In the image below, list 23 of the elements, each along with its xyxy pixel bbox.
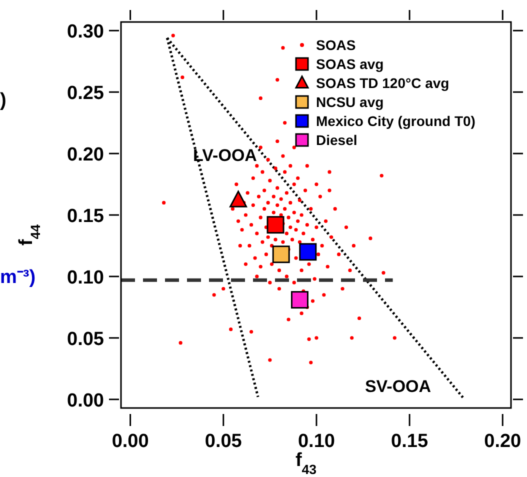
y-tick-label: 0.30 [67,22,104,43]
legend-label: SOAS avg [316,56,384,72]
x-tick-label: 0.05 [204,431,242,452]
y-tick-label: 0.25 [67,83,104,104]
x-tick-label: 0.00 [112,431,149,452]
annotation: SV-OOA [364,377,432,396]
annotation: LV-OOA [193,146,257,165]
x-tick-label: 0.20 [484,431,522,452]
legend-label: Mexico City (ground T0) [316,113,476,129]
text: m⁻³) [0,267,36,288]
y-tick-label: 0.00 [67,390,104,412]
legend-label: NCSU avg [316,94,384,110]
x-tick-label: 0.10 [298,431,335,452]
legend-label: Diesel [316,132,358,148]
y-tick-label: 0.20 [67,144,104,166]
x-tick-label: 0.15 [391,431,428,452]
legend-label: SOAS [316,37,356,53]
y-tick-label: 0.10 [67,267,104,288]
text: ) [0,90,6,111]
x-axis-title: f$_{43}$ [295,450,317,476]
y-tick-label: 0.05 [67,328,104,350]
legend-label: SOAS TD 120°C avg [316,75,450,91]
y-tick-label: 0.15 [67,206,104,227]
